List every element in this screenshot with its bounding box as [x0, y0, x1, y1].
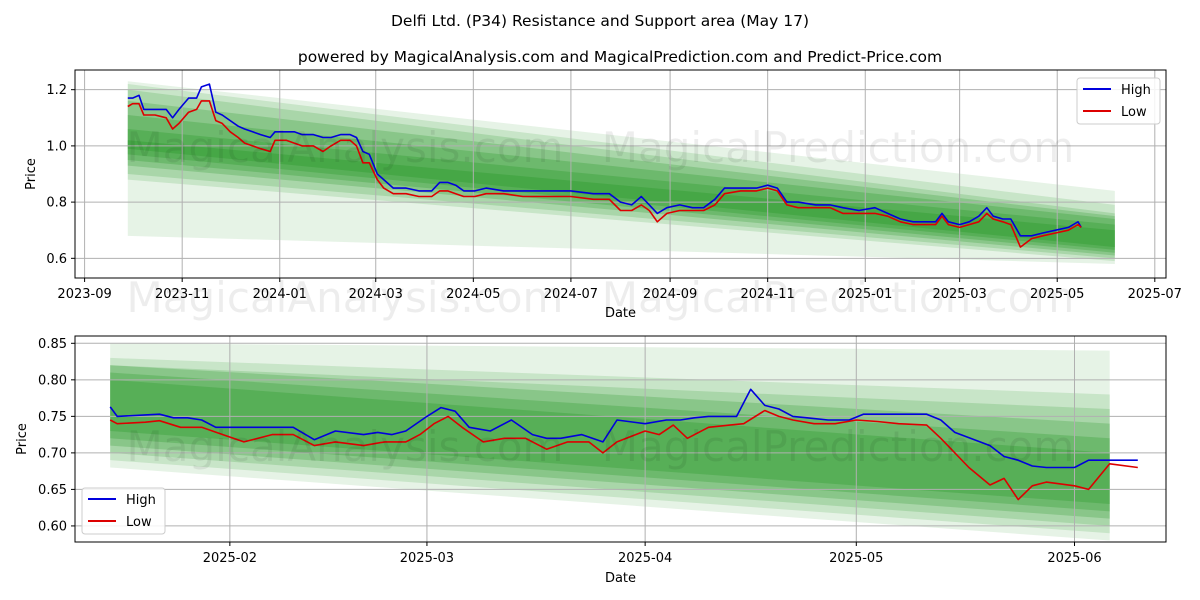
chart-title: Delfi Ltd. (P34) Resistance and Support …: [391, 12, 809, 30]
series-line-low: [109, 409, 1138, 501]
y-tick-label: 0.80: [38, 373, 67, 388]
watermark-bottom-left: MagicalAnalysis.com: [127, 422, 564, 471]
support-band-4: [110, 372, 1110, 512]
watermark-middle-right: MagicalPrediction.com: [602, 273, 1075, 322]
y-axis-label: Price: [24, 158, 39, 190]
support-band-2: [110, 365, 1110, 526]
x-tick-label: 2025-02: [203, 551, 257, 566]
top-panel: 2023-09 2023-11 2024-01 2024-03 2024-05 2024-…: [24, 69, 1182, 321]
support-band-0: [110, 343, 1110, 541]
x-tick-label: 2025-03: [932, 287, 986, 302]
support-band-0: [127, 81, 1115, 264]
support-band-5: [110, 379, 1110, 505]
x-tick-label: 2025-01: [838, 287, 892, 302]
y-tick-label: 0.75: [38, 410, 67, 425]
support-band-4: [127, 114, 1115, 253]
x-axis-label: Date: [605, 306, 636, 321]
x-tick-label: 2025-05: [1030, 287, 1084, 302]
legend-label-low: Low: [1121, 105, 1147, 120]
x-tick-label: 2023-09: [57, 287, 111, 302]
x-tick-label: 2024-07: [544, 287, 598, 302]
x-tick-label: 2024-03: [349, 287, 403, 302]
x-tick-label: 2024-01: [253, 287, 307, 302]
support-band-3: [127, 100, 1115, 256]
y-tick-label: 0.70: [38, 446, 67, 461]
x-tick-label: 2025-05: [829, 551, 883, 566]
watermark-top-left: MagicalAnalysis.com: [127, 123, 564, 172]
plot-frame: [74, 335, 1167, 543]
y-axis-label: Price: [15, 423, 30, 455]
x-tick-label: 2024-05: [446, 287, 500, 302]
support-band-2: [127, 89, 1115, 259]
watermark-middle-left: MagicalAnalysis.com: [127, 273, 564, 322]
chart-subtitle: powered by MagicalAnalysis.com and Magic…: [298, 48, 942, 66]
support-band-1: [127, 84, 1115, 262]
support-band-5: [127, 129, 1115, 250]
legend: High Low: [1076, 77, 1161, 125]
x-tick-label: 2025-03: [400, 551, 454, 566]
x-tick-label: 2025-07: [1128, 287, 1182, 302]
x-tick-label: 2024-09: [643, 287, 697, 302]
legend-label-high: High: [126, 493, 156, 508]
watermark-top-right: MagicalPrediction.com: [602, 123, 1075, 172]
y-tick-label: 0.65: [38, 483, 67, 498]
y-tick-label: 1.2: [46, 83, 67, 98]
x-tick-label: 2024-11: [741, 287, 795, 302]
legend-label-low: Low: [126, 515, 152, 530]
y-tick-label: 0.60: [38, 519, 67, 534]
x-tick-label: 2025-06: [1047, 551, 1101, 566]
x-tick-label: 2023-11: [155, 287, 209, 302]
y-tick-label: 1.0: [46, 139, 67, 154]
y-tick-label: 0.8: [46, 196, 67, 211]
plot-frame: [74, 69, 1167, 279]
support-band-3: [110, 365, 1110, 519]
legend: High Low: [81, 487, 166, 535]
series-line-high: [127, 83, 1082, 237]
bottom-panel: 2025-02 2025-03 2025-04 2025-05 2025-06 0.60 0…: [15, 335, 1167, 586]
series-line-low: [127, 100, 1082, 248]
watermark-bottom-right: MagicalPrediction.com: [602, 422, 1075, 471]
x-axis-label: Date: [605, 571, 636, 586]
y-tick-label: 0.6: [46, 252, 67, 267]
x-tick-label: 2025-04: [618, 551, 672, 566]
legend-label-high: High: [1121, 83, 1151, 98]
y-tick-label: 0.85: [38, 337, 67, 352]
series-line-high: [109, 388, 1138, 469]
